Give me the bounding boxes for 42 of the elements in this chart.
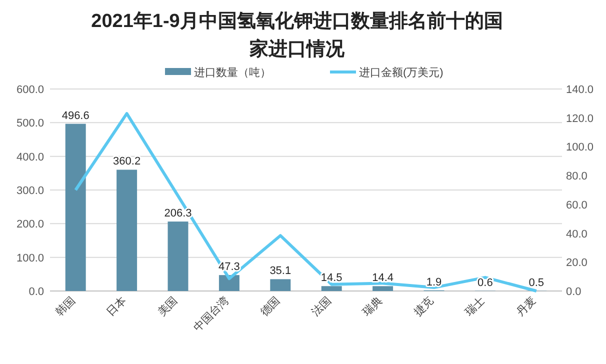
x-tick-label: 丹麦	[514, 294, 539, 319]
data-label: 360.2	[113, 156, 141, 168]
y2-tick-label: 40.0	[566, 228, 588, 240]
chart-title: 2021年1-9月中国氢氧化钾进口数量排名前十的国家进口情况	[91, 10, 503, 60]
y2-tick-label: 20.0	[566, 257, 588, 270]
legend-label: 进口数量（吨）	[194, 66, 271, 79]
data-label: 0.5	[528, 276, 544, 289]
x-tick-label: 中国台湾	[191, 294, 232, 334]
x-tick-label: 美国	[155, 294, 180, 319]
y-tick-label: 300.0	[16, 185, 44, 197]
x-tick-label: 瑞典	[360, 294, 385, 319]
x-tick-label: 瑞士	[462, 294, 488, 319]
x-tick-label: 韩国	[52, 294, 78, 319]
data-label: 0.6	[478, 276, 493, 289]
y-tick-label: 600.0	[16, 84, 44, 96]
y-tick-label: 200.0	[16, 218, 44, 231]
bar	[168, 222, 188, 291]
y2-tick-label: 80.0	[566, 170, 588, 183]
data-label: 14.4	[372, 272, 394, 284]
x-tick-label: 法国	[308, 294, 334, 319]
y2-tick-label: 0.0	[566, 286, 582, 298]
y-tick-label: 0.0	[28, 286, 44, 298]
y2-tick-label: 140.0	[566, 84, 594, 96]
x-tick-label: 德国	[258, 294, 283, 319]
bar	[65, 124, 86, 291]
y-tick-label: 500.0	[16, 118, 44, 130]
x-tick-label: 捷克	[411, 294, 436, 319]
legend-label: 进口金额(万美元)	[359, 66, 444, 79]
data-label: 1.9	[426, 276, 442, 288]
bar	[116, 170, 138, 291]
bar	[218, 275, 240, 291]
y2-tick-label: 120.0	[566, 112, 594, 125]
x-tick-label: 日本	[104, 294, 129, 319]
bar	[321, 286, 342, 291]
data-label: 35.1	[270, 265, 292, 278]
y2-tick-label: 100.0	[566, 142, 594, 154]
bar	[270, 279, 291, 291]
bar	[372, 286, 394, 291]
y-tick-label: 100.0	[16, 252, 44, 264]
y-tick-label: 400.0	[16, 151, 44, 164]
y2-tick-label: 60.0	[566, 199, 588, 212]
data-label: 496.6	[62, 110, 90, 122]
